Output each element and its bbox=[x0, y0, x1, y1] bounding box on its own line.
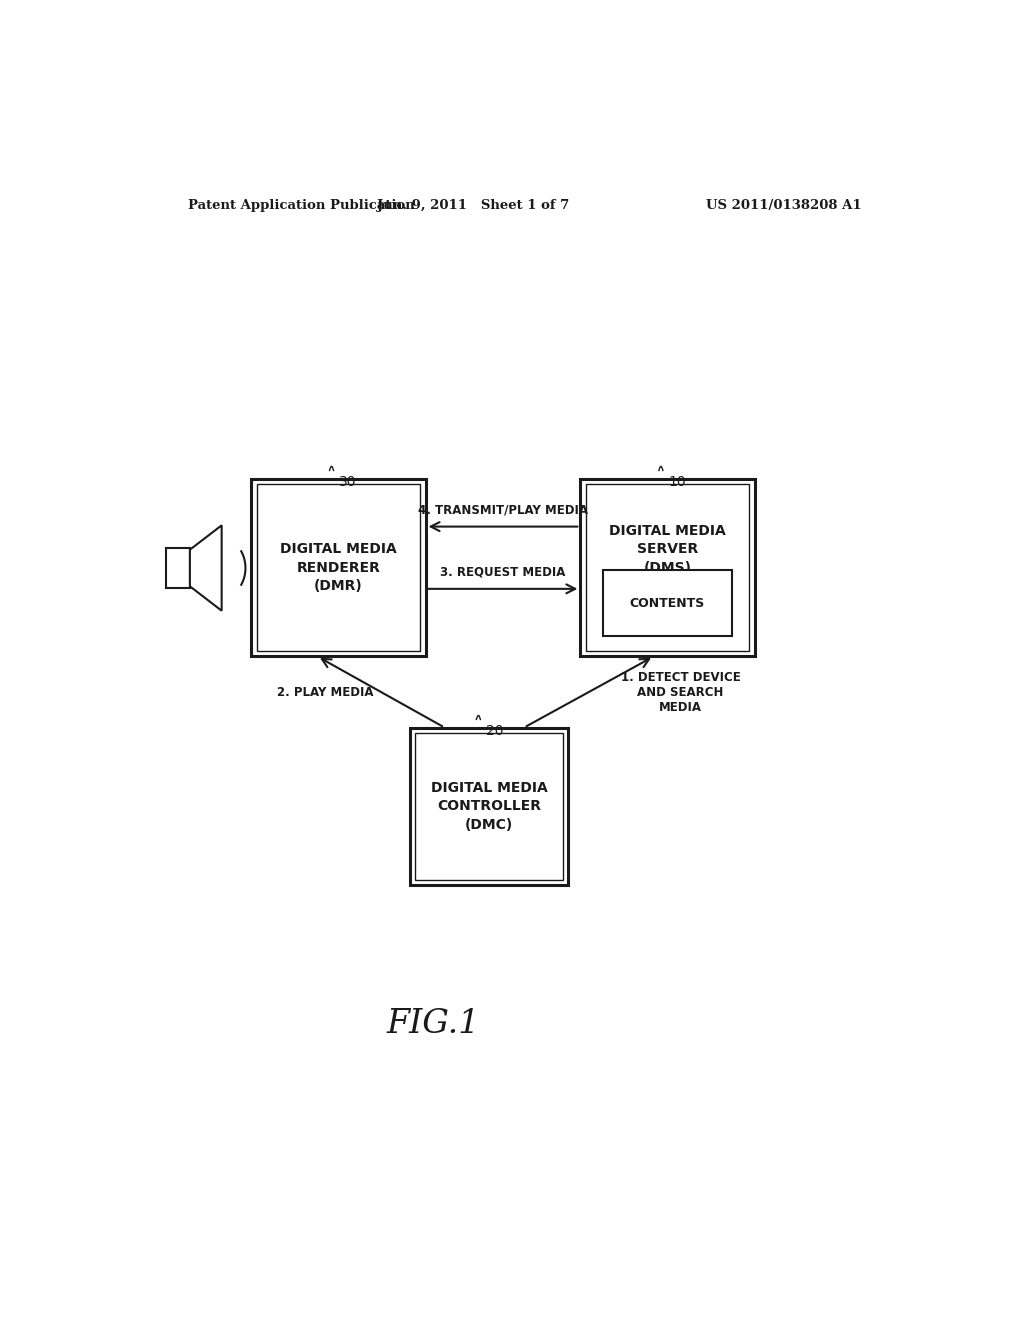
Text: Patent Application Publication: Patent Application Publication bbox=[187, 198, 415, 211]
Text: US 2011/0138208 A1: US 2011/0138208 A1 bbox=[707, 198, 862, 211]
Text: Jun. 9, 2011   Sheet 1 of 7: Jun. 9, 2011 Sheet 1 of 7 bbox=[377, 198, 569, 211]
Polygon shape bbox=[189, 525, 221, 611]
Bar bbox=[416, 733, 563, 880]
Bar bbox=[166, 548, 189, 589]
Bar bbox=[410, 727, 568, 886]
Text: DIGITAL MEDIA
CONTROLLER
(DMC): DIGITAL MEDIA CONTROLLER (DMC) bbox=[431, 781, 548, 832]
Text: DIGITAL MEDIA
SERVER
(DMS): DIGITAL MEDIA SERVER (DMS) bbox=[609, 524, 726, 574]
Text: 1. DETECT DEVICE
AND SEARCH
MEDIA: 1. DETECT DEVICE AND SEARCH MEDIA bbox=[621, 671, 740, 714]
Text: 10: 10 bbox=[669, 474, 686, 488]
Text: 20: 20 bbox=[486, 723, 504, 738]
Bar bbox=[602, 570, 732, 636]
Bar bbox=[581, 479, 755, 656]
Text: DIGITAL MEDIA
RENDERER
(DMR): DIGITAL MEDIA RENDERER (DMR) bbox=[280, 543, 396, 593]
Text: FIG.1: FIG.1 bbox=[387, 1008, 480, 1040]
Bar bbox=[251, 479, 426, 656]
Bar bbox=[257, 483, 420, 652]
Bar bbox=[586, 483, 750, 652]
Text: 3. REQUEST MEDIA: 3. REQUEST MEDIA bbox=[440, 566, 565, 578]
Text: 2. PLAY MEDIA: 2. PLAY MEDIA bbox=[278, 685, 374, 698]
Text: 30: 30 bbox=[339, 474, 356, 488]
Text: CONTENTS: CONTENTS bbox=[630, 597, 705, 610]
Text: 4. TRANSMIT/PLAY MEDIA: 4. TRANSMIT/PLAY MEDIA bbox=[418, 503, 588, 516]
